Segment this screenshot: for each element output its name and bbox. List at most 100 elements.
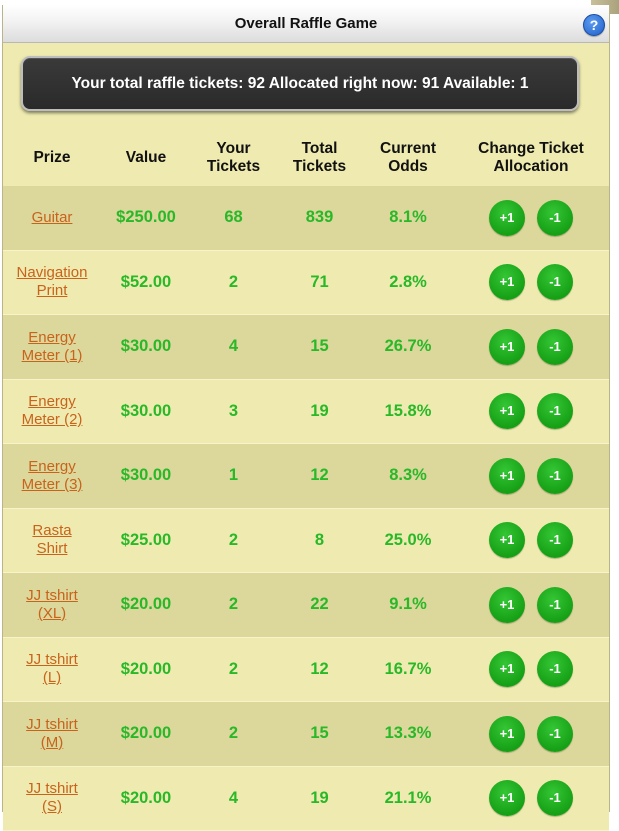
add-ticket-button[interactable]: +1 bbox=[489, 586, 525, 623]
prize-cell: Navigation Print bbox=[3, 250, 101, 315]
odds-cell: 15.8% bbox=[363, 379, 453, 444]
total-tickets-cell: 15 bbox=[276, 701, 363, 767]
value-cell: $20.00 bbox=[101, 701, 191, 767]
remove-ticket-button[interactable]: -1 bbox=[537, 328, 573, 365]
your-tickets-cell: 68 bbox=[191, 186, 276, 251]
prize-cell: Guitar bbox=[3, 186, 101, 251]
change-allocation-cell: +1 -1 bbox=[453, 250, 609, 315]
odds-cell: 16.7% bbox=[363, 637, 453, 702]
change-allocation-cell: +1 -1 bbox=[453, 637, 609, 702]
total-tickets-cell: 22 bbox=[276, 572, 363, 638]
your-tickets-cell: 2 bbox=[191, 508, 276, 573]
total-tickets-cell: 12 bbox=[276, 443, 363, 509]
remove-ticket-button[interactable]: -1 bbox=[537, 651, 573, 688]
value-cell: $250.00 bbox=[101, 186, 191, 251]
odds-cell: 13.3% bbox=[363, 701, 453, 767]
value-cell: $20.00 bbox=[101, 572, 191, 638]
change-allocation-cell: +1 -1 bbox=[453, 766, 609, 831]
prize-link[interactable]: JJ tshirt (XL) bbox=[26, 586, 78, 622]
remove-ticket-button[interactable]: -1 bbox=[537, 264, 573, 301]
total-tickets-cell: 15 bbox=[276, 314, 363, 380]
odds-cell: 26.7% bbox=[363, 314, 453, 380]
prize-row: JJ tshirt (S) $20.00 4 19 21.1% +1 -1 bbox=[3, 766, 609, 831]
header-value: Value bbox=[125, 149, 167, 166]
your-tickets-cell: 4 bbox=[191, 766, 276, 831]
prize-link[interactable]: Energy Meter (1) bbox=[21, 328, 83, 364]
your-tickets-cell: 2 bbox=[191, 250, 276, 315]
prize-table: Prize Value Your Tickets Total Tickets Cur… bbox=[3, 130, 609, 831]
remove-ticket-button[interactable]: -1 bbox=[537, 199, 573, 236]
prize-rows: Guitar $250.00 68 839 8.1% +1 -1 Navigati… bbox=[3, 186, 609, 831]
remove-ticket-button[interactable]: -1 bbox=[537, 780, 573, 817]
ticket-summary-text: Your total raffle tickets: 92 Allocated … bbox=[71, 74, 529, 92]
help-icon[interactable]: ? bbox=[583, 14, 605, 36]
title-bar: Overall Raffle Game ? bbox=[3, 5, 609, 43]
prize-cell: Energy Meter (1) bbox=[3, 314, 101, 380]
value-cell: $30.00 bbox=[101, 443, 191, 509]
odds-cell: 2.8% bbox=[363, 250, 453, 315]
add-ticket-button[interactable]: +1 bbox=[489, 457, 525, 494]
your-tickets-cell: 1 bbox=[191, 443, 276, 509]
prize-row: Guitar $250.00 68 839 8.1% +1 -1 bbox=[3, 186, 609, 251]
add-ticket-button[interactable]: +1 bbox=[489, 522, 525, 559]
prize-link[interactable]: Rasta Shirt bbox=[32, 522, 72, 558]
prize-link[interactable]: Energy Meter (2) bbox=[21, 393, 83, 429]
add-ticket-button[interactable]: +1 bbox=[489, 328, 525, 365]
prize-link[interactable]: Navigation Print bbox=[16, 264, 88, 300]
add-ticket-button[interactable]: +1 bbox=[489, 715, 525, 752]
prize-row: JJ tshirt (L) $20.00 2 12 16.7% +1 -1 bbox=[3, 637, 609, 702]
remove-ticket-button[interactable]: -1 bbox=[537, 393, 573, 430]
ticket-summary-box: Your total raffle tickets: 92 Allocated … bbox=[21, 56, 579, 111]
prize-link[interactable]: JJ tshirt (S) bbox=[26, 780, 78, 816]
value-cell: $52.00 bbox=[101, 250, 191, 315]
odds-cell: 25.0% bbox=[363, 508, 453, 573]
prize-row: Energy Meter (1) $30.00 4 15 26.7% +1 -1 bbox=[3, 314, 609, 380]
prize-link[interactable]: Energy Meter (3) bbox=[21, 457, 83, 493]
prize-link[interactable]: Guitar bbox=[31, 209, 73, 227]
prize-cell: JJ tshirt (L) bbox=[3, 637, 101, 702]
prize-row: Navigation Print $52.00 2 71 2.8% +1 -1 bbox=[3, 250, 609, 315]
your-tickets-cell: 3 bbox=[191, 379, 276, 444]
add-ticket-button[interactable]: +1 bbox=[489, 199, 525, 236]
add-ticket-button[interactable]: +1 bbox=[489, 393, 525, 430]
prize-cell: Energy Meter (2) bbox=[3, 379, 101, 444]
prize-cell: JJ tshirt (XL) bbox=[3, 572, 101, 638]
header-current-odds: Current Odds bbox=[380, 140, 436, 175]
your-tickets-cell: 2 bbox=[191, 701, 276, 767]
odds-cell: 8.1% bbox=[363, 186, 453, 251]
add-ticket-button[interactable]: +1 bbox=[489, 651, 525, 688]
remove-ticket-button[interactable]: -1 bbox=[537, 586, 573, 623]
add-ticket-button[interactable]: +1 bbox=[489, 780, 525, 817]
change-allocation-cell: +1 -1 bbox=[453, 186, 609, 251]
odds-cell: 8.3% bbox=[363, 443, 453, 509]
table-header-row: Prize Value Your Tickets Total Tickets Cur… bbox=[3, 130, 609, 186]
value-cell: $20.00 bbox=[101, 766, 191, 831]
total-tickets-cell: 71 bbox=[276, 250, 363, 315]
prize-cell: Rasta Shirt bbox=[3, 508, 101, 573]
remove-ticket-button[interactable]: -1 bbox=[537, 457, 573, 494]
change-allocation-cell: +1 -1 bbox=[453, 508, 609, 573]
total-tickets-cell: 19 bbox=[276, 379, 363, 444]
prize-row: Rasta Shirt $25.00 2 8 25.0% +1 -1 bbox=[3, 508, 609, 573]
total-tickets-cell: 19 bbox=[276, 766, 363, 831]
your-tickets-cell: 2 bbox=[191, 637, 276, 702]
header-change-allocation: Change Ticket Allocation bbox=[478, 140, 584, 175]
header-total-tickets: Total Tickets bbox=[292, 140, 347, 175]
panel-title: Overall Raffle Game bbox=[234, 15, 378, 32]
prize-cell: JJ tshirt (M) bbox=[3, 701, 101, 767]
prize-row: JJ tshirt (M) $20.00 2 15 13.3% +1 -1 bbox=[3, 701, 609, 767]
prize-link[interactable]: JJ tshirt (L) bbox=[26, 651, 78, 687]
add-ticket-button[interactable]: +1 bbox=[489, 264, 525, 301]
prize-link[interactable]: JJ tshirt (M) bbox=[26, 715, 78, 751]
remove-ticket-button[interactable]: -1 bbox=[537, 715, 573, 752]
remove-ticket-button[interactable]: -1 bbox=[537, 522, 573, 559]
change-allocation-cell: +1 -1 bbox=[453, 379, 609, 444]
value-cell: $25.00 bbox=[101, 508, 191, 573]
your-tickets-cell: 4 bbox=[191, 314, 276, 380]
prize-row: Energy Meter (3) $30.00 1 12 8.3% +1 -1 bbox=[3, 443, 609, 509]
value-cell: $30.00 bbox=[101, 379, 191, 444]
change-allocation-cell: +1 -1 bbox=[453, 314, 609, 380]
your-tickets-cell: 2 bbox=[191, 572, 276, 638]
raffle-game-panel: Overall Raffle Game ? Your total raffle … bbox=[2, 5, 610, 831]
change-allocation-cell: +1 -1 bbox=[453, 701, 609, 767]
